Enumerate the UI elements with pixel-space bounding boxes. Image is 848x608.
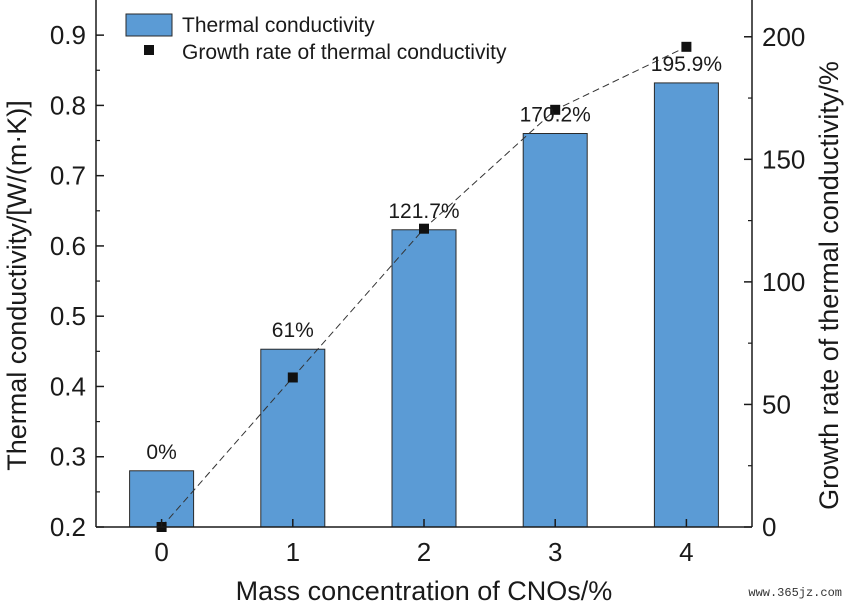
y2-tick-label-0: 0 (762, 512, 776, 542)
y-tick-label-3: 0.5 (50, 301, 86, 331)
x-tick-label-2: 2 (417, 537, 431, 567)
watermark-text: www.365jz.com (748, 586, 842, 600)
growth-point-4 (681, 41, 692, 52)
data-label-2: 121.7% (388, 200, 459, 223)
growth-line: 0% 61% 121.7% 170.2% 195.9% (146, 41, 722, 532)
data-label-0: 0% (146, 441, 176, 464)
growth-point-2 (419, 223, 429, 234)
growth-point-3 (550, 104, 561, 115)
y-tick-label-0: 0.2 (50, 512, 86, 542)
legend-swatch-line (144, 45, 154, 55)
y-tick-label-1: 0.3 (50, 442, 86, 472)
data-label-3: 170.2% (520, 104, 591, 127)
y-axis-title: Thermal conductivity/[W/(m·K)] (2, 100, 32, 471)
y-tick-label-5: 0.7 (50, 161, 86, 191)
y-tick-label-7: 0.9 (50, 20, 86, 50)
y2-tick-label-1: 50 (762, 389, 791, 419)
bar-3 (522, 133, 588, 528)
x-tick-label-4: 4 (679, 537, 693, 567)
y2-tick-label-3: 150 (762, 144, 805, 174)
y-tick-label-4: 0.6 (50, 231, 86, 261)
y-tick-label-6: 0.8 (50, 90, 86, 120)
y2-tick-label-4: 200 (762, 22, 805, 52)
bar-4 (653, 82, 719, 528)
y-tick-label-2: 0.4 (50, 371, 86, 401)
bar-0 (129, 470, 195, 528)
x-tick-label-3: 3 (548, 537, 562, 567)
x-tick-label-0: 0 (154, 537, 168, 567)
bar-2 (391, 229, 457, 528)
legend-label-line: Growth rate of thermal conductivity (182, 41, 507, 64)
legend: Thermal conductivity Growth rate of ther… (125, 13, 507, 64)
data-label-4: 195.9% (651, 53, 722, 76)
y2-axis-title: Growth rate of thermal conductivity/% (814, 61, 844, 510)
growth-point-1 (287, 372, 298, 383)
x-tick-label-1: 1 (286, 537, 300, 567)
legend-label-bar: Thermal conductivity (182, 14, 375, 37)
bars (129, 82, 719, 528)
y2-tick-label-2: 100 (762, 267, 805, 297)
legend-swatch-bar (125, 13, 173, 37)
x-axis-title: Mass concentration of CNOs/% (236, 576, 613, 606)
ticks: 0.2 0.3 0.4 0.5 0.6 0.7 0.8 0.9 0 50 100 150 200 0 1 2 3… (50, 20, 806, 567)
data-label-1: 61% (272, 319, 314, 342)
